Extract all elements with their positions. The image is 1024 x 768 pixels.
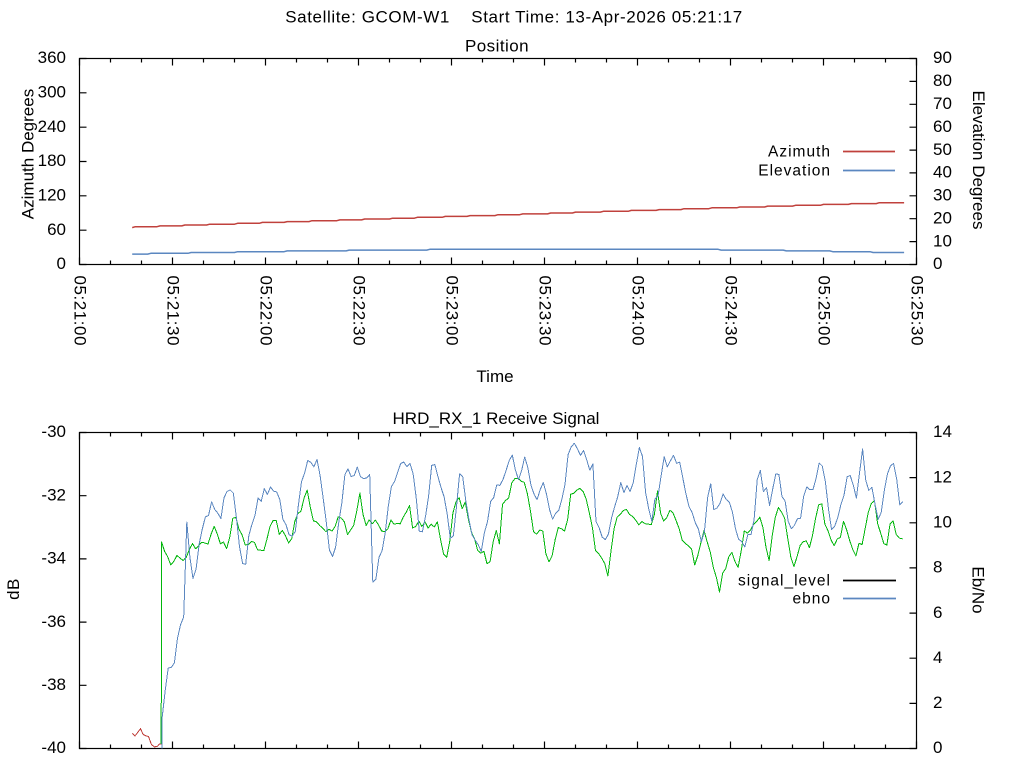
svg-text:05:24:30: 05:24:30 — [721, 276, 740, 347]
svg-text:60: 60 — [47, 220, 66, 239]
svg-text:70: 70 — [933, 94, 952, 113]
svg-text:Eb/No: Eb/No — [969, 566, 988, 613]
svg-text:-30: -30 — [41, 422, 66, 441]
svg-text:-34: -34 — [41, 549, 66, 568]
svg-text:0: 0 — [933, 254, 942, 273]
svg-text:4: 4 — [933, 648, 942, 667]
svg-text:05:24:00: 05:24:00 — [628, 276, 647, 347]
svg-text:05:25:00: 05:25:00 — [814, 276, 833, 347]
svg-text:Elevation: Elevation — [758, 163, 831, 180]
svg-text:Position: Position — [465, 37, 529, 56]
svg-text:0: 0 — [933, 738, 942, 757]
svg-text:0: 0 — [57, 254, 66, 273]
svg-text:2: 2 — [933, 693, 942, 712]
svg-text:6: 6 — [933, 603, 942, 622]
svg-text:Azimuth Degrees: Azimuth Degrees — [19, 89, 38, 219]
svg-text:Elevation Degrees: Elevation Degrees — [969, 91, 988, 230]
svg-text:05:21:00: 05:21:00 — [70, 276, 89, 347]
svg-text:10: 10 — [933, 512, 952, 531]
svg-text:12: 12 — [933, 467, 952, 486]
svg-text:05:23:00: 05:23:00 — [442, 276, 461, 347]
svg-text:20: 20 — [933, 208, 952, 227]
svg-text:60: 60 — [933, 117, 952, 136]
svg-text:-40: -40 — [41, 738, 66, 757]
svg-text:80: 80 — [933, 71, 952, 90]
svg-text:90: 90 — [933, 48, 952, 67]
svg-text:05:25:30: 05:25:30 — [907, 276, 926, 347]
svg-text:40: 40 — [933, 163, 952, 182]
svg-text:10: 10 — [933, 231, 952, 250]
svg-text:50: 50 — [933, 140, 952, 159]
svg-text:05:21:30: 05:21:30 — [163, 276, 182, 347]
svg-text:240: 240 — [38, 117, 66, 136]
svg-text:180: 180 — [38, 151, 66, 170]
svg-text:signal_level: signal_level — [738, 573, 831, 590]
svg-text:05:23:30: 05:23:30 — [535, 276, 554, 347]
svg-text:dB: dB — [4, 578, 23, 600]
svg-text:-36: -36 — [41, 612, 66, 631]
svg-text:14: 14 — [933, 422, 952, 441]
svg-text:300: 300 — [38, 83, 66, 102]
svg-text:Azimuth: Azimuth — [768, 144, 831, 161]
svg-text:-38: -38 — [41, 675, 66, 694]
svg-text:05:22:30: 05:22:30 — [349, 276, 368, 347]
svg-text:120: 120 — [38, 186, 66, 205]
svg-text:8: 8 — [933, 558, 942, 577]
svg-text:HRD_RX_1 Receive Signal: HRD_RX_1 Receive Signal — [393, 409, 600, 428]
svg-text:Satellite: GCOM-W1 Start Ti: Satellite: GCOM-W1 Start Time: 13-Apr-20… — [285, 8, 743, 27]
svg-text:05:22:00: 05:22:00 — [256, 276, 275, 347]
svg-text:ebno: ebno — [793, 591, 831, 608]
svg-text:30: 30 — [933, 186, 952, 205]
svg-text:Time: Time — [476, 367, 513, 386]
svg-text:-32: -32 — [41, 485, 66, 504]
svg-text:360: 360 — [38, 48, 66, 67]
